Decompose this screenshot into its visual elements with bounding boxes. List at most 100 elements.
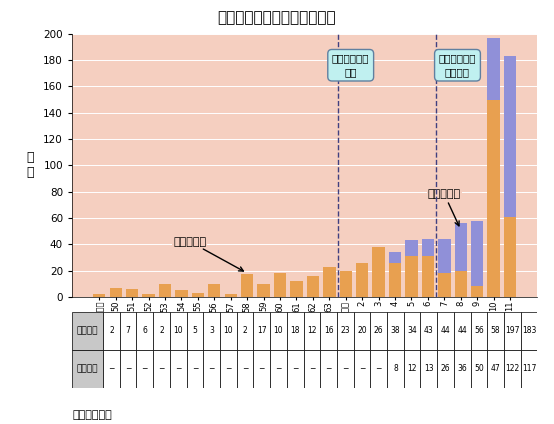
Text: 7: 7 [126,326,131,335]
Bar [136,350,153,388]
Bar [389,262,401,297]
Bar [470,312,488,350]
Bar [504,217,516,297]
Text: 122: 122 [505,364,520,374]
Bar [420,350,437,388]
Bar [356,262,368,297]
Bar [103,312,120,350]
Bar [320,312,337,350]
Bar [187,350,203,388]
Text: 56: 56 [474,326,484,335]
Bar [270,312,287,350]
Text: −: − [342,364,348,374]
Bar [353,350,370,388]
Text: 10: 10 [223,326,233,335]
Text: 2: 2 [243,326,248,335]
Bar [504,312,521,350]
Bar [370,350,387,388]
Text: 13: 13 [424,364,434,374]
Bar [521,312,537,350]
Text: 2: 2 [159,326,164,335]
Bar [142,294,155,297]
Bar [203,312,220,350]
Bar [120,312,136,350]
Bar [438,239,450,273]
Bar [270,350,287,388]
Bar [307,276,319,297]
Bar [454,350,470,388]
Text: 36: 36 [458,364,467,374]
Text: 34: 34 [407,326,417,335]
Text: 件
数: 件 数 [27,151,34,179]
Bar [304,312,320,350]
Text: 土壌環境基準
項目追加: 土壌環境基準 項目追加 [439,53,476,77]
Bar [170,312,187,350]
Bar [521,350,537,388]
Text: 超過事例数: 超過事例数 [428,189,461,226]
Bar [220,350,237,388]
Text: 44: 44 [458,326,467,335]
Text: −: − [208,364,215,374]
Text: −: − [225,364,232,374]
Bar [504,56,516,217]
Bar [406,256,418,297]
Bar [153,350,170,388]
Bar [471,220,484,286]
Text: −: − [275,364,281,374]
Bar [387,350,404,388]
Text: 44: 44 [440,326,450,335]
Text: 調査事例数: 調査事例数 [173,237,243,271]
Text: −: − [192,364,198,374]
Text: 17: 17 [257,326,266,335]
Bar [470,350,488,388]
Bar [337,312,353,350]
Text: 16: 16 [324,326,334,335]
Text: 6: 6 [142,326,147,335]
Text: −: − [142,364,148,374]
Text: 10: 10 [274,326,283,335]
Bar [320,350,337,388]
Text: 43: 43 [424,326,434,335]
Text: 超過事例: 超過事例 [77,364,98,374]
Bar [274,273,286,297]
Bar [437,312,454,350]
Text: 50: 50 [474,364,484,374]
Bar [420,312,437,350]
Bar [220,312,237,350]
Bar [136,312,153,350]
Bar [159,284,171,297]
Bar [337,350,353,388]
Bar [323,267,336,297]
Bar [389,252,401,262]
Text: −: − [108,364,115,374]
Bar [253,312,270,350]
Text: 197: 197 [505,326,520,335]
Bar [287,350,304,388]
Bar [224,294,237,297]
Text: 8: 8 [393,364,398,374]
Bar [455,271,467,297]
Text: 47: 47 [491,364,500,374]
Text: −: − [325,364,332,374]
Bar [192,293,204,297]
Text: 23: 23 [341,326,350,335]
Text: 年度別の土壌汚染判明事例数: 年度別の土壌汚染判明事例数 [218,11,336,25]
Bar [175,290,188,297]
Bar [187,312,203,350]
Bar [437,350,454,388]
Bar [455,223,467,271]
Text: 5: 5 [192,326,197,335]
Text: 資料：環境省: 資料：環境省 [72,410,112,420]
Bar [404,350,420,388]
Bar [72,312,103,350]
Text: 12: 12 [307,326,316,335]
Bar [253,350,270,388]
Bar [404,312,420,350]
Bar [454,312,470,350]
Bar [370,312,387,350]
Bar [488,38,500,100]
Bar [120,350,136,388]
Text: 26: 26 [440,364,450,374]
Bar [103,350,120,388]
Text: −: − [259,364,265,374]
